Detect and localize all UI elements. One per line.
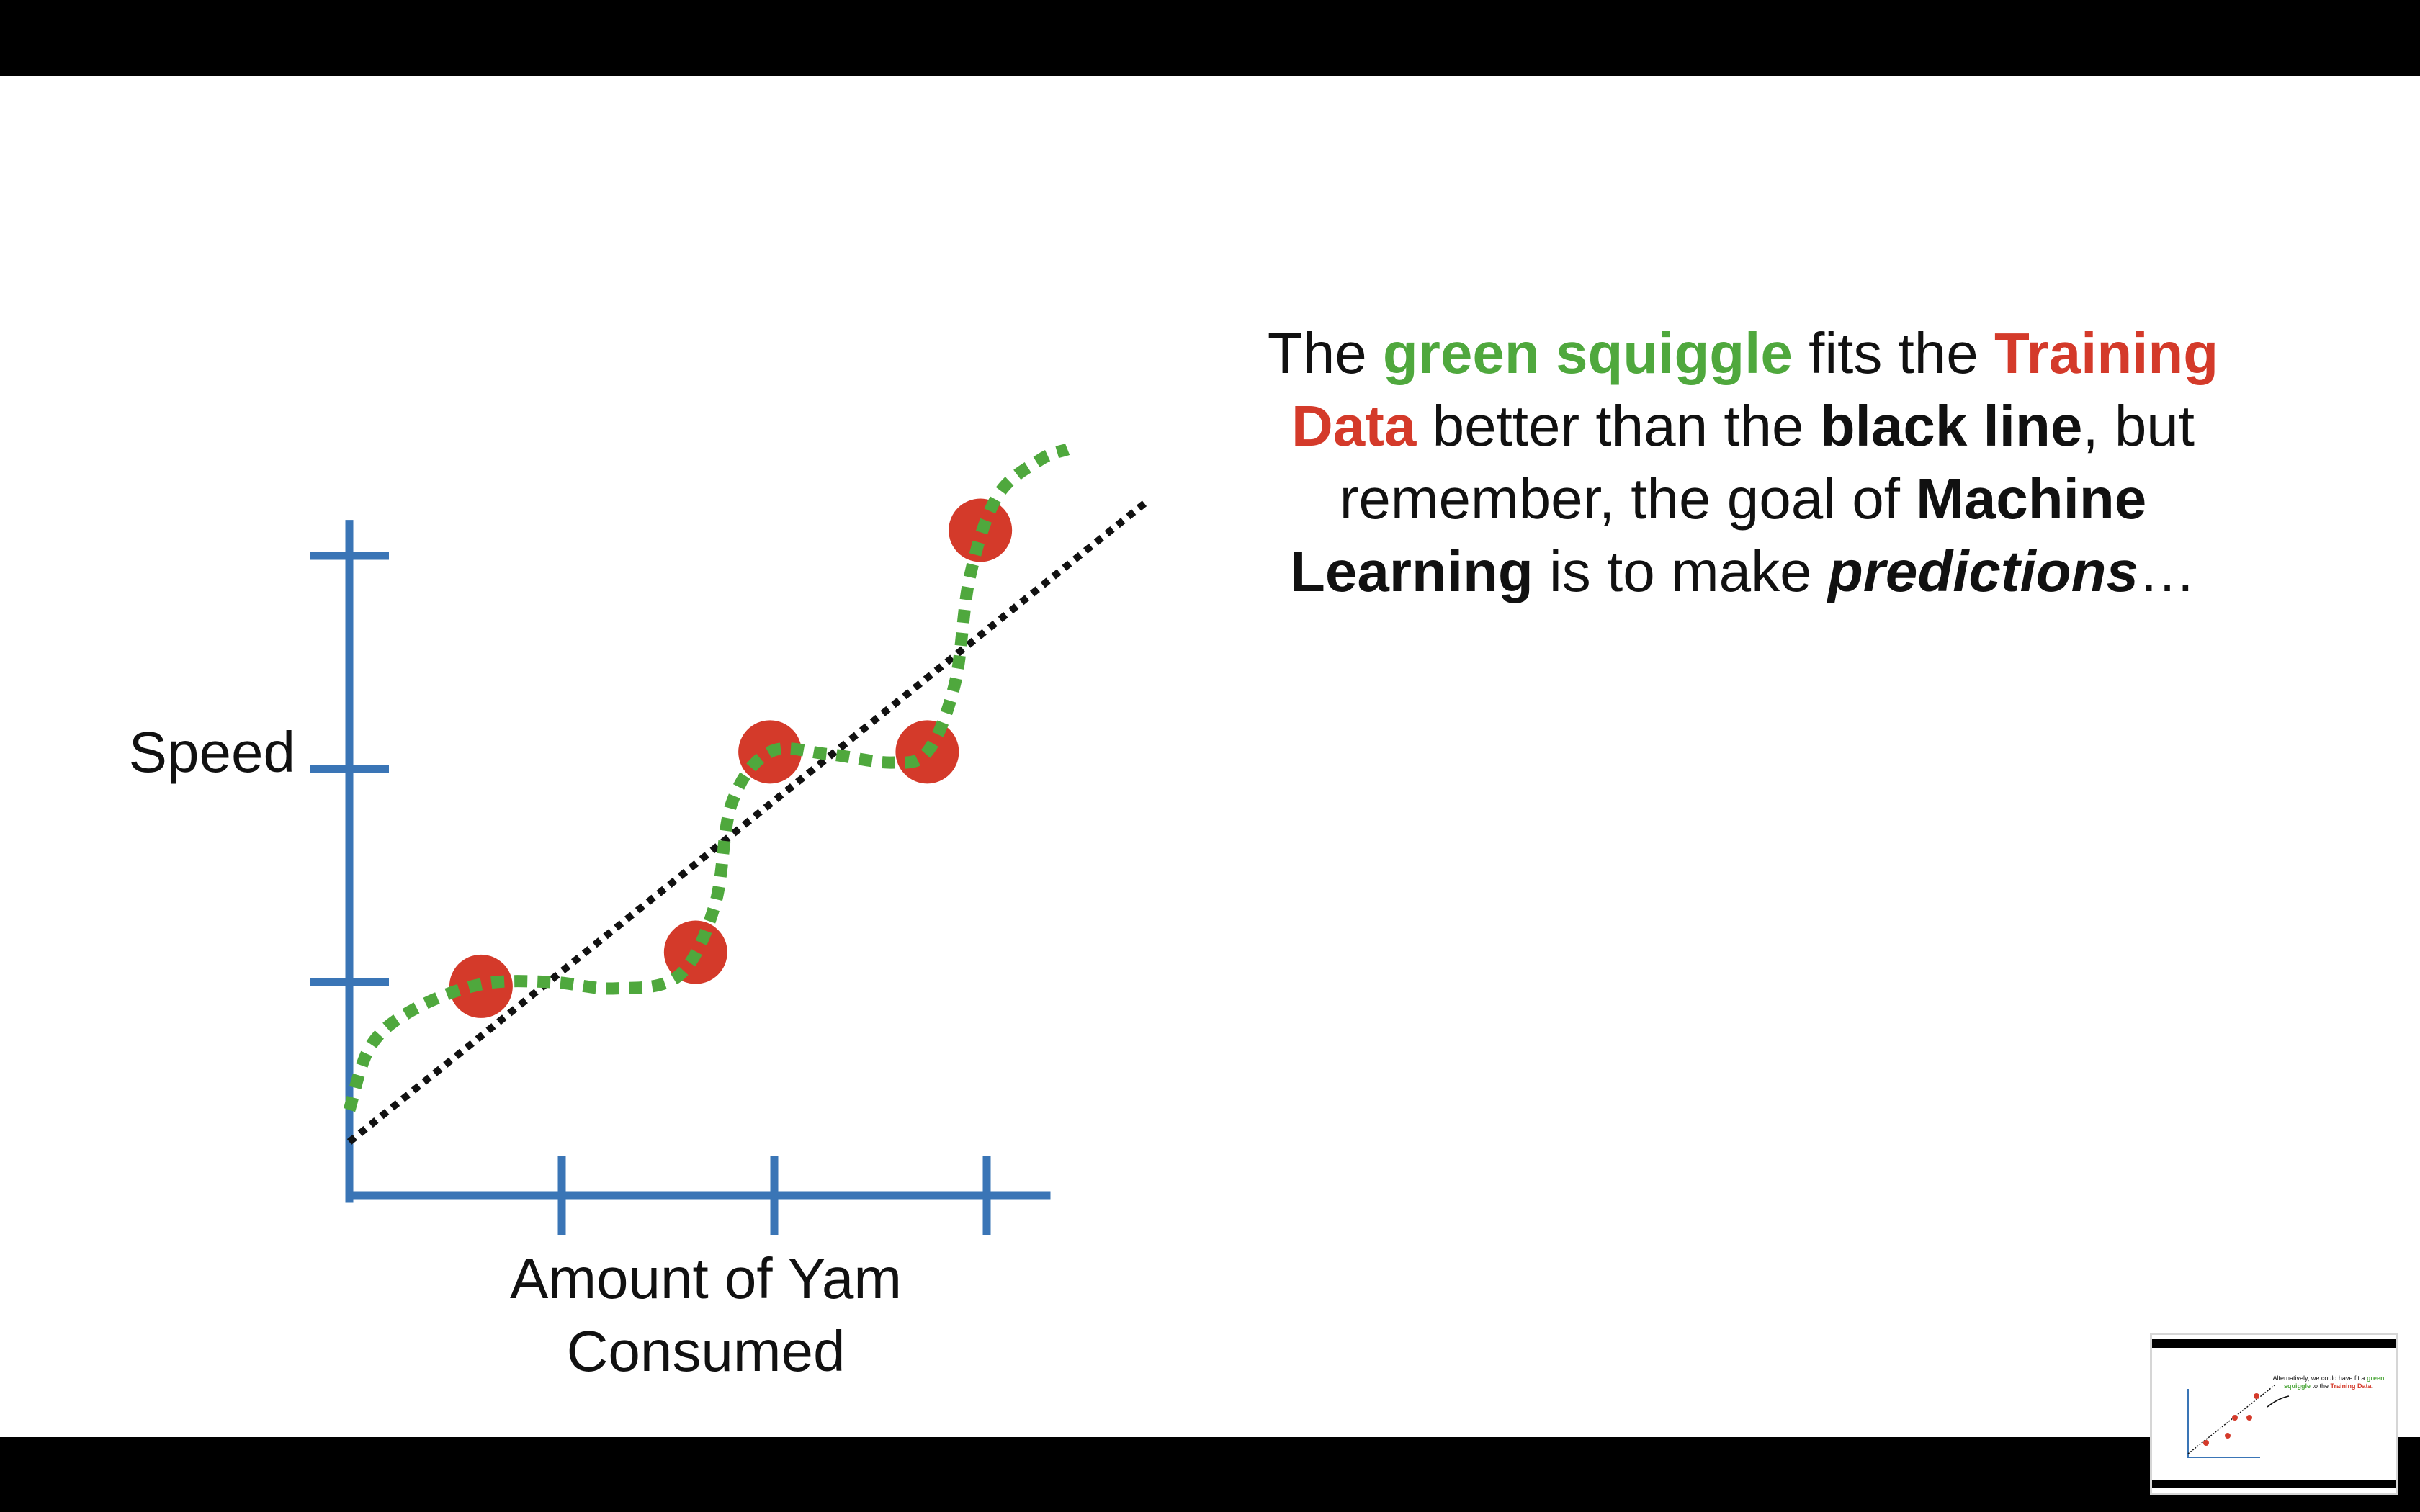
green-squiggle-line <box>343 443 1070 1112</box>
thumbnail-training-data: Training Data <box>2330 1382 2372 1390</box>
slide: Speed Amount of Yam Consumed The green s… <box>0 76 2420 1437</box>
thumbnail-caption: Alternatively, we could have fit a green… <box>2271 1374 2386 1390</box>
thumbnail-text-2: to the <box>2310 1382 2331 1390</box>
thumbnail-text-3: . <box>2371 1382 2374 1390</box>
caption-text-2: fits the <box>1792 321 1995 385</box>
caption-green-squiggle: green squiggle <box>1382 321 1793 385</box>
caption-machine-learning: Machine Learning <box>1289 467 2147 603</box>
next-slide-thumbnail[interactable]: Alternatively, we could have fit a green… <box>2150 1333 2398 1495</box>
y-axis-label: Speed <box>128 720 295 784</box>
thumbnail-text-1: Alternatively, we could have fit a <box>2272 1374 2367 1382</box>
thumbnail-letterbox-top <box>2152 1339 2396 1348</box>
caption-text-5: is to make <box>1533 539 1828 603</box>
black-fit-line <box>346 498 1151 1145</box>
caption-predictions: predictions <box>1827 539 2138 603</box>
caption-text-6: … <box>2138 539 2196 603</box>
thumbnail-chart <box>2187 1385 2290 1458</box>
caption-text-4: , but remember, the goal of <box>1339 394 2195 531</box>
x-axis-label-line-1: Amount of Yam <box>510 1246 902 1310</box>
slide-caption: The green squiggle fits the Training Dat… <box>1239 317 2247 608</box>
thumbnail-green-squiggle: green squiggle <box>2283 1374 2385 1390</box>
caption-training-data: Training Data <box>1291 321 2219 458</box>
x-axis-label-line-2: Consumed <box>566 1319 846 1383</box>
x-axis-label: Amount of Yam Consumed <box>490 1242 922 1387</box>
caption-text-1: The <box>1267 321 1383 385</box>
caption-black-line: black line <box>1819 394 2083 458</box>
thumbnail-letterbox-bottom <box>2152 1480 2396 1488</box>
chart <box>310 443 1151 1235</box>
caption-text-3: better than the <box>1416 394 1820 458</box>
